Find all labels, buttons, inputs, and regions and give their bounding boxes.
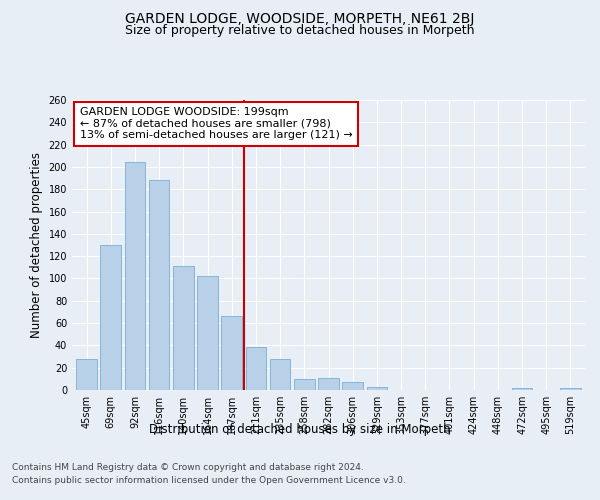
- Bar: [221, 316, 242, 390]
- Bar: [512, 388, 532, 390]
- Bar: [270, 359, 290, 390]
- Text: GARDEN LODGE WOODSIDE: 199sqm
← 87% of detached houses are smaller (798)
13% of : GARDEN LODGE WOODSIDE: 199sqm ← 87% of d…: [80, 108, 352, 140]
- Bar: [245, 346, 266, 390]
- Bar: [560, 388, 581, 390]
- Bar: [367, 386, 387, 390]
- Text: Size of property relative to detached houses in Morpeth: Size of property relative to detached ho…: [125, 24, 475, 37]
- Bar: [318, 378, 339, 390]
- Text: Contains public sector information licensed under the Open Government Licence v3: Contains public sector information licen…: [12, 476, 406, 485]
- Bar: [149, 180, 169, 390]
- Text: GARDEN LODGE, WOODSIDE, MORPETH, NE61 2BJ: GARDEN LODGE, WOODSIDE, MORPETH, NE61 2B…: [125, 12, 475, 26]
- Bar: [197, 276, 218, 390]
- Y-axis label: Number of detached properties: Number of detached properties: [30, 152, 43, 338]
- Bar: [343, 382, 363, 390]
- Bar: [294, 379, 314, 390]
- Bar: [100, 245, 121, 390]
- Bar: [125, 162, 145, 390]
- Text: Contains HM Land Registry data © Crown copyright and database right 2024.: Contains HM Land Registry data © Crown c…: [12, 462, 364, 471]
- Bar: [173, 266, 194, 390]
- Bar: [76, 359, 97, 390]
- Text: Distribution of detached houses by size in Morpeth: Distribution of detached houses by size …: [149, 422, 451, 436]
